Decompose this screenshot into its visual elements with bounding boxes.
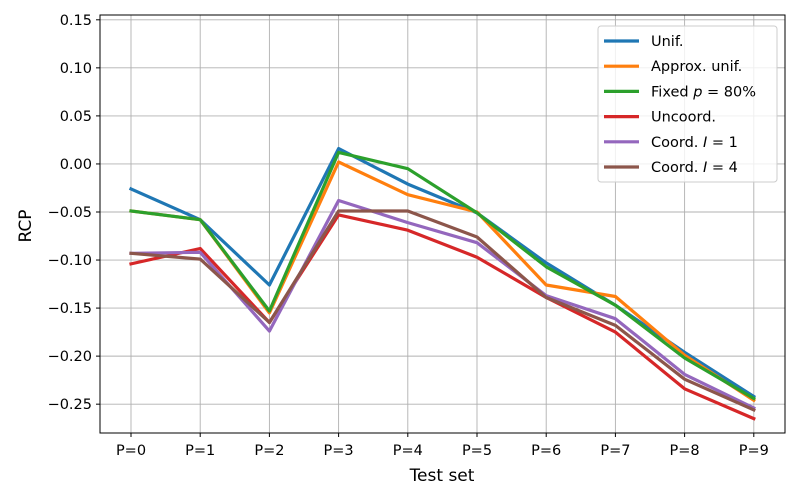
legend-label-part: Approx. unif. bbox=[651, 59, 742, 75]
x-tick-label: P=7 bbox=[600, 443, 630, 459]
legend-box bbox=[597, 25, 778, 183]
x-axis-label: Test set bbox=[409, 466, 475, 486]
y-tick-label: −0.20 bbox=[48, 349, 92, 365]
legend-label-part: Coord. bbox=[651, 135, 703, 151]
x-tick-label: P=3 bbox=[324, 443, 354, 459]
legend: Unif. Approx. unif. Fixed p = 80% Uncoord. C… bbox=[597, 25, 778, 183]
y-tick-label: −0.25 bbox=[48, 397, 92, 413]
series-line-1 bbox=[128, 147, 757, 399]
y-tick-label: −0.15 bbox=[48, 301, 92, 317]
legend-label-part: = 4 bbox=[707, 160, 738, 176]
legend-label: Coord. I = 1 bbox=[651, 135, 738, 151]
y-tick-label: 0.10 bbox=[60, 61, 92, 77]
legend-label-part: = 1 bbox=[707, 135, 738, 151]
series-line-6 bbox=[129, 209, 756, 413]
x-tick-label: P=9 bbox=[739, 443, 769, 459]
series-line-3 bbox=[129, 150, 756, 401]
x-tick-label: P=2 bbox=[254, 443, 284, 459]
x-tick-label: P=1 bbox=[185, 443, 215, 459]
y-axis: 0.15 0.10 0.05 0.00 −0.05 −0.10 −0.15 −0.20 −0.2… bbox=[48, 13, 100, 413]
y-axis-label: RCP bbox=[16, 209, 36, 242]
plot-frame bbox=[99, 14, 786, 434]
x-tick-label: P=6 bbox=[531, 443, 561, 459]
series-lines bbox=[128, 147, 757, 421]
legend-label: Fixed p = 80% bbox=[651, 84, 756, 100]
legend-label: Coord. I = 4 bbox=[651, 160, 738, 176]
y-tick-label: 0.15 bbox=[60, 13, 92, 29]
x-tick-label: P=8 bbox=[670, 443, 700, 459]
series-line-4 bbox=[129, 213, 756, 421]
legend-label-part: Fixed bbox=[651, 84, 693, 100]
x-tick-label: P=4 bbox=[393, 443, 423, 459]
y-tick-label: 0.05 bbox=[60, 109, 92, 125]
legend-label-part: Uncoord. bbox=[651, 110, 716, 126]
legend-label-part: Coord. bbox=[651, 160, 703, 176]
y-tick-label: −0.05 bbox=[48, 205, 92, 221]
legend-label-part: = 80% bbox=[702, 84, 756, 100]
y-tick-label: −0.10 bbox=[48, 253, 92, 269]
legend-label: Approx. unif. bbox=[651, 59, 742, 75]
x-axis: P=0 P=1 P=2 P=3 P=4 P=5 P=6 P=7 P=8 P=9 bbox=[116, 433, 769, 459]
legend-label-part: I bbox=[703, 160, 707, 176]
x-tick-label: P=5 bbox=[462, 443, 492, 459]
legend-label: Uncoord. bbox=[651, 110, 716, 126]
x-tick-label: P=0 bbox=[116, 443, 146, 459]
legend-label: Unif. bbox=[651, 34, 684, 50]
legend-label-part: I bbox=[703, 135, 707, 151]
legend-label-part: Unif. bbox=[651, 34, 684, 50]
legend-label-part: p bbox=[692, 84, 702, 100]
y-tick-label: 0.00 bbox=[60, 157, 92, 173]
